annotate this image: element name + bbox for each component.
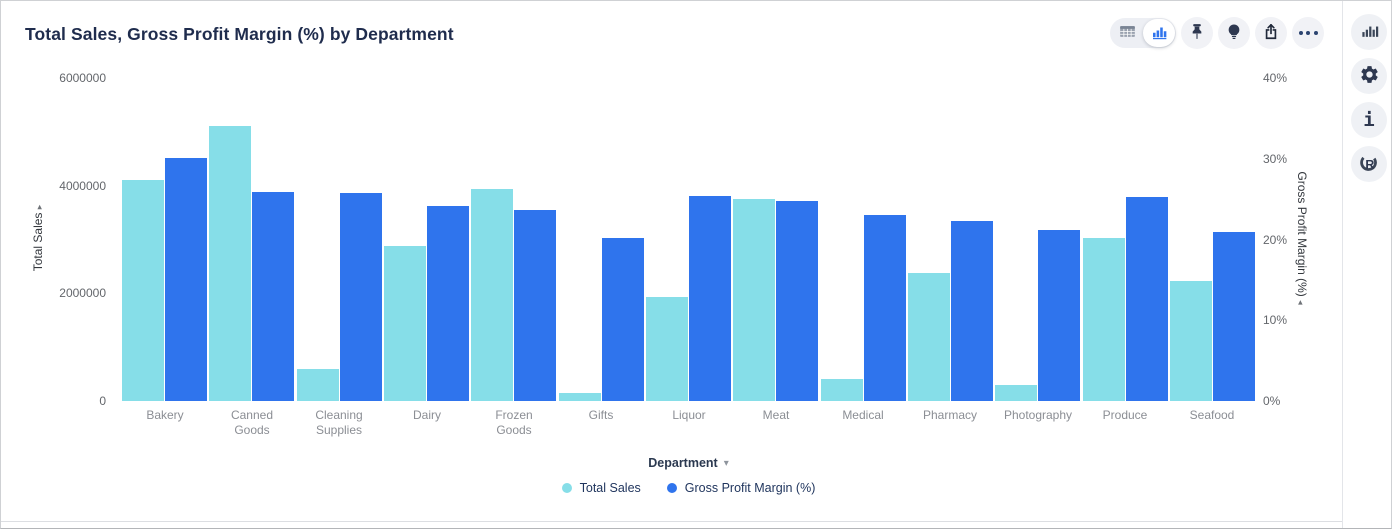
lightbulb-icon bbox=[1224, 22, 1244, 45]
settings-button[interactable] bbox=[1351, 58, 1387, 94]
bar-photography-total-sales[interactable] bbox=[995, 385, 1037, 401]
bar-bakery-total-sales[interactable] bbox=[122, 180, 164, 401]
bar-seafood-gross-profit-margin[interactable] bbox=[1213, 232, 1255, 401]
bar-canned-goods-total-sales[interactable] bbox=[209, 126, 251, 401]
x-axis-label-dairy: Dairy bbox=[412, 408, 441, 422]
insights-button[interactable] bbox=[1218, 17, 1250, 49]
table-icon bbox=[1118, 23, 1137, 43]
x-axis-label-photography: Photography bbox=[1003, 408, 1073, 422]
x-axis-label-liquor: Liquor bbox=[672, 408, 706, 422]
pin-button[interactable] bbox=[1181, 17, 1213, 49]
bar-cleaning-supplies-total-sales[interactable] bbox=[297, 369, 339, 401]
left-axis-tick: 2000000 bbox=[59, 286, 106, 301]
sort-arrow-icon: ◂ bbox=[1296, 300, 1306, 305]
bar-meat-gross-profit-margin[interactable] bbox=[776, 201, 818, 401]
page-title: Total Sales, Gross Profit Margin (%) by … bbox=[25, 24, 454, 44]
bar-canned-goods-gross-profit-margin[interactable] bbox=[252, 192, 294, 401]
right-axis-tick: 30% bbox=[1263, 151, 1288, 166]
bar-liquor-total-sales[interactable] bbox=[646, 297, 688, 401]
pin-icon bbox=[1187, 22, 1207, 45]
x-axis-label-frozen-goods: Frozen Goods bbox=[495, 408, 533, 437]
gear-icon bbox=[1359, 64, 1380, 88]
legend: Total Sales Gross Profit Margin (%) bbox=[121, 481, 1256, 495]
legend-item-total-sales[interactable]: Total Sales bbox=[561, 481, 641, 495]
legend-dot bbox=[561, 483, 572, 493]
plot-area bbox=[121, 78, 1256, 401]
x-axis-label-cleaning-supplies: Cleaning Supplies bbox=[315, 408, 363, 437]
bar-produce-gross-profit-margin[interactable] bbox=[1126, 197, 1168, 401]
left-axis-title[interactable]: Total Sales ▸ bbox=[31, 204, 45, 272]
x-axis-label-gifts: Gifts bbox=[588, 408, 614, 422]
table-view-button[interactable] bbox=[1111, 19, 1143, 47]
bar-bakery-gross-profit-margin[interactable] bbox=[165, 158, 207, 401]
x-axis-label-canned-goods: Canned Goods bbox=[230, 408, 274, 437]
ellipsis-icon bbox=[1298, 31, 1318, 35]
bar-cleaning-supplies-gross-profit-margin[interactable] bbox=[340, 193, 382, 401]
bar-gifts-gross-profit-margin[interactable] bbox=[602, 238, 644, 401]
share-icon bbox=[1261, 22, 1281, 45]
bar-medical-total-sales[interactable] bbox=[821, 379, 863, 401]
bar-produce-total-sales[interactable] bbox=[1083, 238, 1125, 401]
legend-item-gross-profit-margin[interactable]: Gross Profit Margin (%) bbox=[666, 481, 815, 495]
more-options-button[interactable] bbox=[1292, 17, 1324, 49]
bar-dairy-gross-profit-margin[interactable] bbox=[427, 206, 469, 401]
x-axis-label-pharmacy: Pharmacy bbox=[922, 408, 978, 422]
bar-gifts-total-sales[interactable] bbox=[559, 393, 601, 401]
x-axis-label-bakery: Bakery bbox=[146, 408, 184, 422]
bar-medical-gross-profit-margin[interactable] bbox=[864, 215, 906, 401]
right-axis-tick: 0% bbox=[1263, 394, 1281, 408]
toolbar bbox=[1110, 17, 1324, 49]
x-axis-label-seafood: Seafood bbox=[1189, 408, 1235, 422]
x-axis-label-meat: Meat bbox=[762, 408, 790, 422]
side-rail: i R bbox=[1342, 1, 1391, 528]
x-axis-label-medical: Medical bbox=[842, 408, 884, 422]
sort-arrow-icon: ▸ bbox=[34, 204, 44, 210]
chart-card: Total Sales, Gross Profit Margin (%) by … bbox=[1, 1, 1342, 528]
bar-frozen-goods-total-sales[interactable] bbox=[471, 189, 513, 401]
r-language-button[interactable]: R bbox=[1351, 146, 1387, 182]
x-axis-label-produce: Produce bbox=[1102, 408, 1148, 422]
bar-chart-icon bbox=[1360, 21, 1379, 43]
bar-pharmacy-total-sales[interactable] bbox=[908, 273, 950, 401]
bottom-divider bbox=[1, 521, 1342, 522]
x-axis-title[interactable]: Department ▾ bbox=[648, 456, 729, 470]
bar-pharmacy-gross-profit-margin[interactable] bbox=[951, 221, 993, 401]
bar-frozen-goods-gross-profit-margin[interactable] bbox=[514, 210, 556, 401]
r-logo-icon: R bbox=[1358, 152, 1380, 177]
bar-dairy-total-sales[interactable] bbox=[384, 246, 426, 401]
left-axis-tick: 0 bbox=[99, 394, 106, 408]
right-axis-tick: 10% bbox=[1263, 313, 1288, 328]
bar-meat-total-sales[interactable] bbox=[733, 199, 775, 401]
chart-view-button[interactable] bbox=[1143, 19, 1175, 47]
view-toggle bbox=[1110, 18, 1176, 48]
chevron-down-icon: ▾ bbox=[723, 457, 729, 469]
left-axis-tick: 6000000 bbox=[59, 71, 106, 85]
x-axis-labels: Bakery Canned Goods Cleaning Supplies Dairy… bbox=[1, 408, 1342, 442]
bar-liquor-gross-profit-margin[interactable] bbox=[689, 196, 731, 401]
bar-seafood-total-sales[interactable] bbox=[1170, 281, 1212, 401]
svg-text:R: R bbox=[1365, 157, 1374, 171]
bar-photography-gross-profit-margin[interactable] bbox=[1038, 230, 1080, 401]
legend-dot bbox=[666, 483, 677, 493]
right-axis-tick: 20% bbox=[1263, 232, 1288, 247]
left-axis-tick: 4000000 bbox=[59, 178, 106, 193]
share-button[interactable] bbox=[1255, 17, 1287, 49]
bar-chart-icon bbox=[1150, 23, 1168, 44]
info-icon: i bbox=[1363, 108, 1375, 131]
info-button[interactable]: i bbox=[1351, 102, 1387, 138]
chart-type-button[interactable] bbox=[1351, 14, 1387, 50]
right-axis-tick: 40% bbox=[1263, 71, 1288, 85]
